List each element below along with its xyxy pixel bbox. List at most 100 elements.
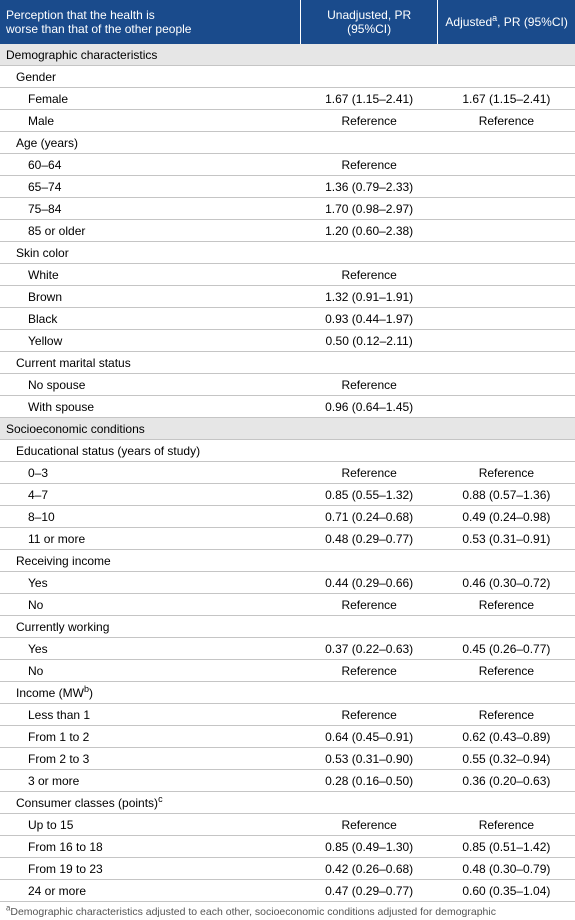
group-title: Gender	[0, 66, 575, 88]
row-label: Black	[0, 308, 301, 330]
adjusted-value: 0.45 (0.26–0.77)	[438, 638, 575, 660]
adjusted-value: Reference	[438, 594, 575, 616]
adjusted-value	[438, 264, 575, 286]
header-col3: Adjusteda, PR (95%CI)	[438, 0, 575, 44]
unadjusted-value: 0.50 (0.12–2.11)	[301, 330, 438, 352]
header-col1: Perception that the health is worse than…	[0, 0, 301, 44]
section-title: Socioeconomic conditions	[0, 418, 575, 440]
data-row: Yes0.44 (0.29–0.66)0.46 (0.30–0.72)	[0, 572, 575, 594]
section-row: Socioeconomic conditions	[0, 418, 575, 440]
adjusted-value	[438, 220, 575, 242]
unadjusted-value: 0.44 (0.29–0.66)	[301, 572, 438, 594]
data-row: 4–70.85 (0.55–1.32)0.88 (0.57–1.36)	[0, 484, 575, 506]
data-row: Up to 15ReferenceReference	[0, 814, 575, 836]
adjusted-value: 0.46 (0.30–0.72)	[438, 572, 575, 594]
adjusted-value: 0.48 (0.30–0.79)	[438, 858, 575, 880]
row-label: Up to 15	[0, 814, 301, 836]
unadjusted-value: 0.64 (0.45–0.91)	[301, 726, 438, 748]
adjusted-value: Reference	[438, 814, 575, 836]
row-label: Brown	[0, 286, 301, 308]
row-label: From 16 to 18	[0, 836, 301, 858]
unadjusted-value: 1.20 (0.60–2.38)	[301, 220, 438, 242]
row-label: 3 or more	[0, 770, 301, 792]
row-label: 85 or older	[0, 220, 301, 242]
adjusted-value: 0.55 (0.32–0.94)	[438, 748, 575, 770]
row-label: 8–10	[0, 506, 301, 528]
adjusted-value	[438, 286, 575, 308]
data-row: 11 or more0.48 (0.29–0.77)0.53 (0.31–0.9…	[0, 528, 575, 550]
adjusted-value	[438, 308, 575, 330]
header-row: Perception that the health is worse than…	[0, 0, 575, 44]
data-row: Brown1.32 (0.91–1.91)	[0, 286, 575, 308]
unadjusted-value: 0.48 (0.29–0.77)	[301, 528, 438, 550]
group-row: Age (years)	[0, 132, 575, 154]
adjusted-value: 0.60 (0.35–1.04)	[438, 880, 575, 902]
row-label: From 19 to 23	[0, 858, 301, 880]
results-table: Perception that the health is worse than…	[0, 0, 575, 902]
data-row: 65–741.36 (0.79–2.33)	[0, 176, 575, 198]
section-title: Demographic characteristics	[0, 44, 575, 66]
data-row: From 2 to 30.53 (0.31–0.90)0.55 (0.32–0.…	[0, 748, 575, 770]
adjusted-value: 0.36 (0.20–0.63)	[438, 770, 575, 792]
group-title: Receiving income	[0, 550, 575, 572]
row-label: Yes	[0, 572, 301, 594]
section-row: Demographic characteristics	[0, 44, 575, 66]
unadjusted-value: 0.71 (0.24–0.68)	[301, 506, 438, 528]
data-row: Less than 1ReferenceReference	[0, 704, 575, 726]
unadjusted-value: 0.37 (0.22–0.63)	[301, 638, 438, 660]
row-label: No	[0, 660, 301, 682]
data-row: 8–100.71 (0.24–0.68)0.49 (0.24–0.98)	[0, 506, 575, 528]
data-row: 3 or more0.28 (0.16–0.50)0.36 (0.20–0.63…	[0, 770, 575, 792]
row-label: 24 or more	[0, 880, 301, 902]
header-col2: Unadjusted, PR (95%CI)	[301, 0, 438, 44]
adjusted-value: 0.85 (0.51–1.42)	[438, 836, 575, 858]
data-row: Female1.67 (1.15–2.41)1.67 (1.15–2.41)	[0, 88, 575, 110]
row-label: Yes	[0, 638, 301, 660]
data-row: From 19 to 230.42 (0.26–0.68)0.48 (0.30–…	[0, 858, 575, 880]
unadjusted-value: 0.42 (0.26–0.68)	[301, 858, 438, 880]
row-label: 65–74	[0, 176, 301, 198]
row-label: Female	[0, 88, 301, 110]
unadjusted-value: 1.67 (1.15–2.41)	[301, 88, 438, 110]
adjusted-value: Reference	[438, 110, 575, 132]
data-row: NoReferenceReference	[0, 660, 575, 682]
data-row: Yellow0.50 (0.12–2.11)	[0, 330, 575, 352]
data-row: From 16 to 180.85 (0.49–1.30)0.85 (0.51–…	[0, 836, 575, 858]
adjusted-value: 1.67 (1.15–2.41)	[438, 88, 575, 110]
unadjusted-value: Reference	[301, 374, 438, 396]
unadjusted-value: 0.93 (0.44–1.97)	[301, 308, 438, 330]
row-label: 11 or more	[0, 528, 301, 550]
row-label: No	[0, 594, 301, 616]
unadjusted-value: Reference	[301, 594, 438, 616]
row-label: Less than 1	[0, 704, 301, 726]
unadjusted-value: Reference	[301, 154, 438, 176]
data-row: 60–64Reference	[0, 154, 575, 176]
data-row: With spouse0.96 (0.64–1.45)	[0, 396, 575, 418]
row-label: With spouse	[0, 396, 301, 418]
footnote: aDemographic characteristics adjusted to…	[0, 902, 575, 920]
row-label: Male	[0, 110, 301, 132]
group-title: Current marital status	[0, 352, 575, 374]
group-title: Educational status (years of study)	[0, 440, 575, 462]
adjusted-value	[438, 374, 575, 396]
data-row: 85 or older1.20 (0.60–2.38)	[0, 220, 575, 242]
data-row: MaleReferenceReference	[0, 110, 575, 132]
unadjusted-value: Reference	[301, 264, 438, 286]
group-row: Currently working	[0, 616, 575, 638]
unadjusted-value: Reference	[301, 704, 438, 726]
group-title: Age (years)	[0, 132, 575, 154]
group-row: Consumer classes (points)c	[0, 792, 575, 814]
data-row: No spouseReference	[0, 374, 575, 396]
group-row: Gender	[0, 66, 575, 88]
adjusted-value	[438, 330, 575, 352]
adjusted-value: 0.53 (0.31–0.91)	[438, 528, 575, 550]
group-title: Skin color	[0, 242, 575, 264]
data-row: 24 or more0.47 (0.29–0.77)0.60 (0.35–1.0…	[0, 880, 575, 902]
unadjusted-value: 0.47 (0.29–0.77)	[301, 880, 438, 902]
group-title: Currently working	[0, 616, 575, 638]
adjusted-value	[438, 198, 575, 220]
unadjusted-value: Reference	[301, 462, 438, 484]
unadjusted-value: 1.70 (0.98–2.97)	[301, 198, 438, 220]
row-label: 0–3	[0, 462, 301, 484]
group-row: Income (MWb)	[0, 682, 575, 704]
